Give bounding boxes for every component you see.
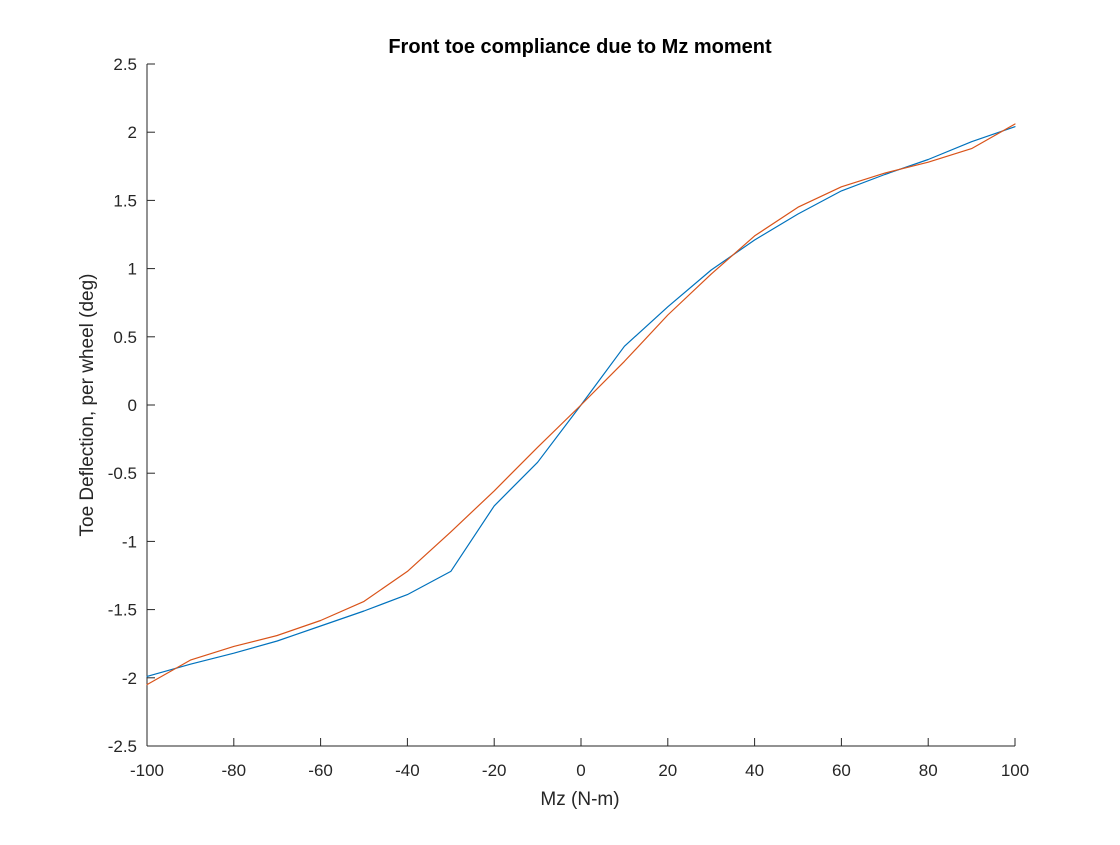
y-tick-label: -0.5 bbox=[108, 464, 137, 483]
y-tick-label: 2.5 bbox=[113, 55, 137, 74]
y-tick-label: -2.5 bbox=[108, 737, 137, 756]
y-tick-label: 1 bbox=[128, 260, 137, 279]
chart-title: Front toe compliance due to Mz moment bbox=[388, 36, 772, 58]
y-tick-label: 0 bbox=[128, 396, 137, 415]
x-tick-label: -80 bbox=[222, 761, 247, 780]
y-axis-label: Toe Deflection, per wheel (deg) bbox=[77, 274, 98, 537]
x-tick-label: 20 bbox=[658, 761, 677, 780]
x-tick-label: 0 bbox=[576, 761, 585, 780]
x-axis-label: Mz (N-m) bbox=[540, 789, 619, 810]
x-tick-label: 40 bbox=[745, 761, 764, 780]
x-tick-label: -40 bbox=[395, 761, 420, 780]
y-tick-label: -1.5 bbox=[108, 601, 137, 620]
series-line-2 bbox=[146, 123, 1016, 686]
y-tick-label: 2 bbox=[128, 123, 137, 142]
y-tick-label: -1 bbox=[122, 532, 137, 551]
y-tick-label: 0.5 bbox=[113, 328, 137, 347]
x-tick-label: 100 bbox=[1001, 761, 1029, 780]
tick-marks: -100 -80 -60 -40 -20 0 20 40 60 80 100-2.5-2-1.5-1… bbox=[108, 55, 1029, 780]
x-tick-label: 60 bbox=[832, 761, 851, 780]
series-lines bbox=[146, 123, 1016, 686]
x-tick-label: -20 bbox=[482, 761, 507, 780]
y-tick-label: 1.5 bbox=[113, 191, 137, 210]
x-tick-label: 80 bbox=[919, 761, 938, 780]
x-tick-label: -60 bbox=[308, 761, 333, 780]
x-tick-label: -100 bbox=[130, 761, 164, 780]
y-tick-label: -2 bbox=[122, 669, 137, 688]
